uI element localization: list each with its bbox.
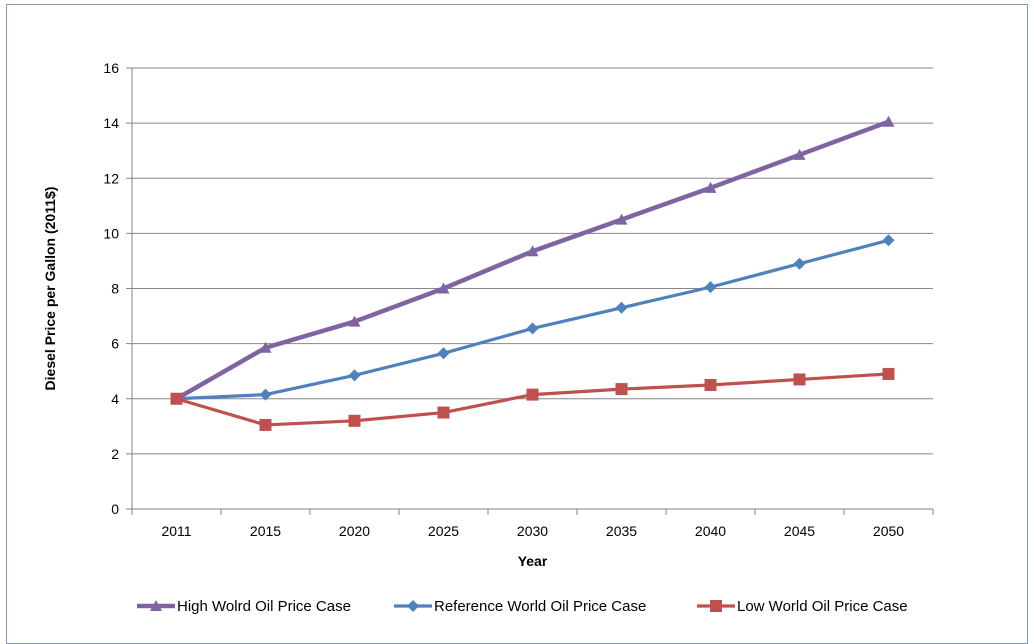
legend-label: High Wolrd Oil Price Case (177, 598, 351, 615)
data-point (704, 378, 717, 391)
legend-item: Reference World Oil Price Case (394, 598, 646, 615)
data-point (615, 213, 628, 225)
data-point (526, 388, 539, 401)
y-tick-label: 10 (103, 225, 119, 241)
data-point (615, 383, 628, 396)
y-tick-label: 8 (111, 281, 119, 297)
data-point (526, 245, 539, 257)
axes (126, 67, 934, 515)
data-point (793, 257, 806, 270)
data-point (615, 301, 628, 314)
data-point (793, 373, 806, 386)
legend-label: Low World Oil Price Case (737, 598, 908, 615)
series-line (175, 119, 890, 401)
legend: High Wolrd Oil Price Case Reference World… (137, 598, 908, 615)
legend-item: High Wolrd Oil Price Case (137, 598, 351, 615)
x-tick-label: 2025 (428, 523, 459, 539)
series-3 (170, 367, 895, 431)
x-tick-label: 2050 (873, 523, 904, 539)
data-point (348, 414, 361, 427)
data-point (437, 282, 450, 294)
data-point (259, 388, 272, 401)
series-2 (170, 234, 895, 405)
x-tick-label: 2020 (339, 523, 370, 539)
legend-label: Reference World Oil Price Case (434, 598, 646, 615)
y-axis-title: Diesel Price per Gallon (2011$) (42, 187, 58, 391)
series-group (170, 115, 895, 431)
data-point (437, 347, 450, 360)
series-1 (170, 115, 895, 404)
x-tick-label: 2015 (250, 523, 281, 539)
data-point (170, 392, 183, 405)
data-point (526, 322, 539, 335)
x-tick-labels: 2011 2015 2020 2025 2030 2035 2040 2045 2050 (161, 523, 904, 539)
y-tick-label: 14 (103, 115, 119, 131)
data-point (259, 341, 272, 353)
x-tick-label: 2011 (161, 523, 191, 539)
data-point (704, 181, 717, 193)
data-point (882, 234, 895, 247)
x-tick-label: 2035 (606, 523, 637, 539)
legend-swatch-marker (710, 600, 722, 612)
y-tick-label: 4 (111, 391, 119, 407)
legend-swatch-marker (150, 600, 162, 611)
data-point (348, 369, 361, 382)
x-tick-label: 2045 (784, 523, 815, 539)
x-tick-label: 2030 (517, 523, 548, 539)
data-point (348, 315, 361, 327)
y-tick-label: 0 (111, 501, 119, 517)
chart-frame: 0 2 4 6 8 10 12 14 16 2011 2015 2020 2025 2030 2035 20… (6, 4, 1028, 644)
data-point (259, 418, 272, 431)
data-point (793, 148, 806, 160)
x-axis-title: Year (518, 553, 548, 569)
y-tick-label: 2 (111, 446, 119, 462)
y-tick-labels: 0 2 4 6 8 10 12 14 16 (103, 60, 119, 517)
x-tick-label: 2040 (695, 523, 726, 539)
data-point (882, 367, 895, 380)
series-line (176, 238, 889, 401)
data-point (882, 115, 895, 127)
data-point (704, 281, 717, 294)
y-tick-label: 16 (103, 60, 119, 76)
y-tick-label: 12 (103, 170, 119, 186)
legend-swatch-marker (407, 600, 419, 612)
legend-item: Low World Oil Price Case (697, 598, 908, 615)
data-point (437, 406, 450, 419)
y-tick-label: 6 (111, 336, 119, 352)
